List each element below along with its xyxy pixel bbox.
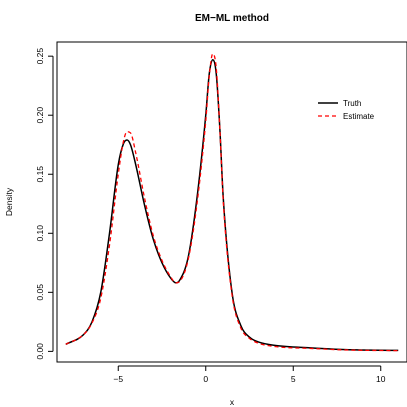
y-tick-label: 0.05 bbox=[35, 284, 45, 301]
x-axis: −5 0 5 10 bbox=[113, 365, 386, 384]
x-tick-label: 0 bbox=[203, 374, 208, 384]
legend: Truth Estimate bbox=[318, 99, 375, 121]
x-tick-label: 10 bbox=[376, 374, 386, 384]
y-axis-label: Density bbox=[4, 187, 14, 216]
y-tick-label: 0.15 bbox=[35, 166, 45, 183]
x-tick-label: 5 bbox=[291, 374, 296, 384]
y-tick-label: 0.10 bbox=[35, 225, 45, 242]
x-axis-label: x bbox=[230, 397, 235, 407]
y-axis: 0.00 0.05 0.10 0.15 0.20 0.25 bbox=[35, 48, 54, 360]
chart-title: EM−ML method bbox=[195, 13, 269, 24]
y-tick-label: 0.00 bbox=[35, 343, 45, 360]
legend-label-truth: Truth bbox=[343, 99, 361, 108]
legend-label-estimate: Estimate bbox=[343, 112, 375, 121]
y-tick-label: 0.25 bbox=[35, 48, 45, 65]
series-line-estimate bbox=[65, 53, 399, 352]
plot-frame bbox=[56, 41, 407, 363]
y-tick-label: 0.20 bbox=[35, 107, 45, 124]
series-layer bbox=[65, 53, 399, 352]
x-tick-label: −5 bbox=[113, 374, 123, 384]
